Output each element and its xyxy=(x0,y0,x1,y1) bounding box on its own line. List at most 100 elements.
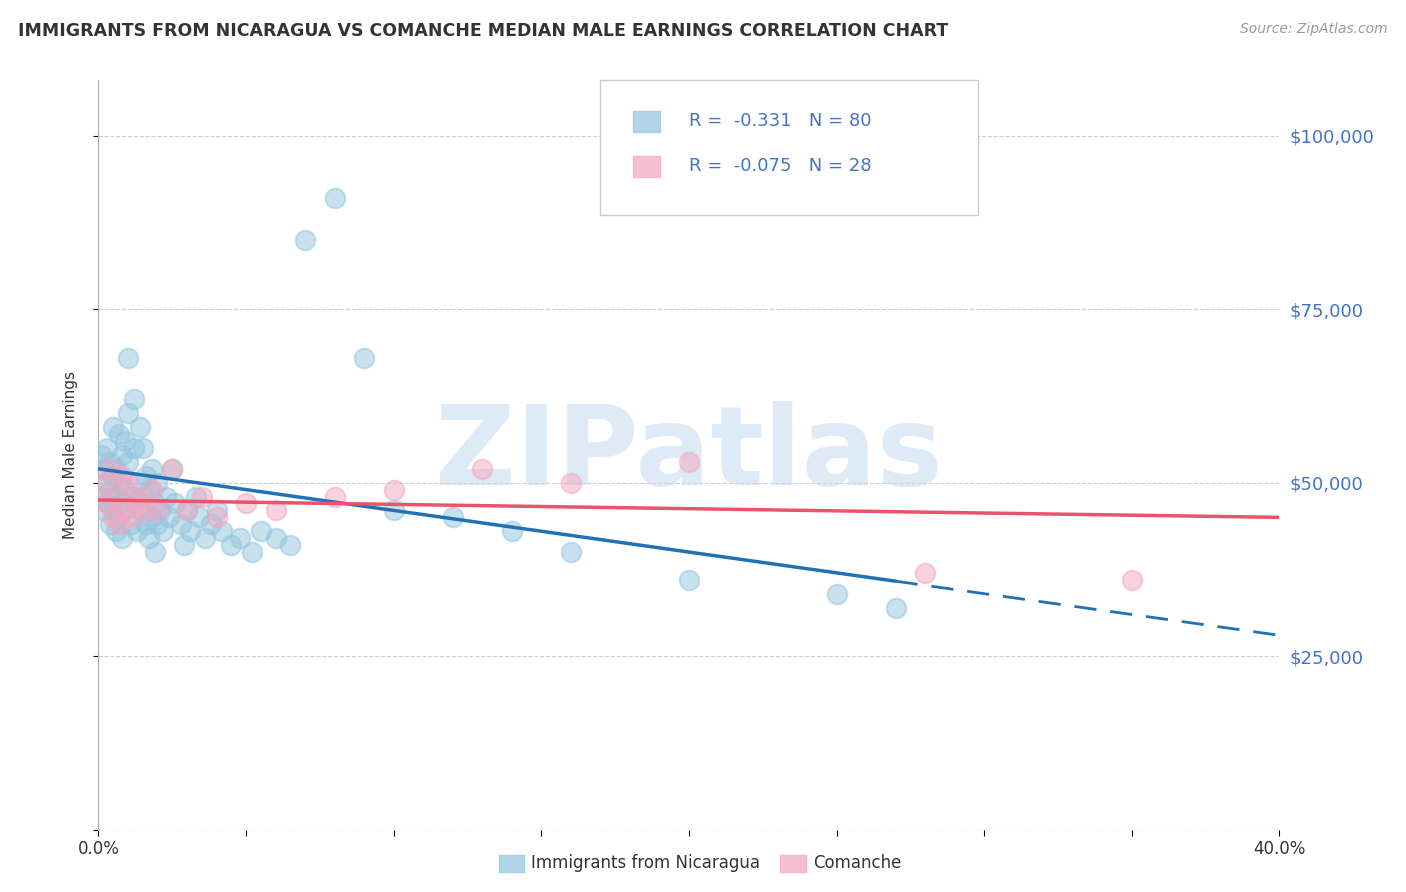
Point xyxy=(114,483,136,497)
Point xyxy=(96,496,118,510)
Point xyxy=(98,517,121,532)
Point xyxy=(111,531,134,545)
Point xyxy=(173,538,195,552)
Point xyxy=(93,503,115,517)
Point xyxy=(165,496,187,510)
Point xyxy=(90,490,112,504)
Point xyxy=(155,490,177,504)
Point xyxy=(120,490,142,504)
Point xyxy=(1121,573,1143,587)
Point xyxy=(103,510,125,524)
Point xyxy=(122,496,145,510)
Point xyxy=(323,191,346,205)
FancyBboxPatch shape xyxy=(634,156,659,177)
Point xyxy=(141,510,163,524)
Point xyxy=(382,503,405,517)
Point xyxy=(111,496,134,510)
Point xyxy=(162,462,183,476)
Point xyxy=(132,441,155,455)
Point xyxy=(143,545,166,559)
Text: ZIPatlas: ZIPatlas xyxy=(434,401,943,508)
Point xyxy=(250,524,273,539)
Point xyxy=(108,427,131,442)
Point xyxy=(117,475,139,490)
Point xyxy=(240,545,263,559)
Point xyxy=(93,475,115,490)
Point xyxy=(141,462,163,476)
Point xyxy=(125,524,148,539)
Point xyxy=(90,448,112,462)
Point xyxy=(187,510,209,524)
Point xyxy=(205,510,228,524)
Point xyxy=(382,483,405,497)
Point xyxy=(884,600,907,615)
Point xyxy=(96,496,118,510)
Point xyxy=(280,538,302,552)
Point xyxy=(132,490,155,504)
Point xyxy=(914,566,936,580)
Point xyxy=(211,524,233,539)
Point xyxy=(138,483,160,497)
Point xyxy=(135,503,157,517)
Point xyxy=(141,483,163,497)
Point xyxy=(294,233,316,247)
Point xyxy=(103,503,125,517)
Point xyxy=(184,490,207,504)
Point xyxy=(117,455,139,469)
FancyBboxPatch shape xyxy=(634,111,659,132)
Point xyxy=(98,462,121,476)
Point xyxy=(205,503,228,517)
Point xyxy=(122,441,145,455)
Point xyxy=(146,503,169,517)
Point xyxy=(157,510,180,524)
Point xyxy=(103,468,125,483)
FancyBboxPatch shape xyxy=(600,80,979,215)
Point xyxy=(323,490,346,504)
Point xyxy=(152,524,174,539)
Point xyxy=(105,524,128,539)
Text: Source: ZipAtlas.com: Source: ZipAtlas.com xyxy=(1240,22,1388,37)
Point xyxy=(96,441,118,455)
Point xyxy=(678,573,700,587)
Point xyxy=(93,462,115,476)
Point xyxy=(176,503,198,517)
Text: R =  -0.075   N = 28: R = -0.075 N = 28 xyxy=(689,158,872,176)
Point xyxy=(117,406,139,420)
Point xyxy=(111,468,134,483)
Point xyxy=(149,503,172,517)
Point xyxy=(96,475,118,490)
Point xyxy=(176,503,198,517)
Text: Comanche: Comanche xyxy=(813,855,901,872)
Point xyxy=(191,490,214,504)
Point xyxy=(128,420,150,434)
Point xyxy=(221,538,243,552)
Point xyxy=(105,490,128,504)
Point xyxy=(98,455,121,469)
Point xyxy=(143,496,166,510)
Point xyxy=(114,503,136,517)
Point xyxy=(122,490,145,504)
Point xyxy=(117,351,139,365)
Point xyxy=(114,434,136,448)
Point xyxy=(128,503,150,517)
Point xyxy=(264,531,287,545)
Point xyxy=(353,351,375,365)
Point xyxy=(111,448,134,462)
Point xyxy=(170,517,193,532)
Point xyxy=(108,510,131,524)
Point xyxy=(560,475,582,490)
Point xyxy=(441,510,464,524)
Point xyxy=(179,524,201,539)
Point xyxy=(98,483,121,497)
Point xyxy=(108,517,131,532)
Point xyxy=(135,517,157,532)
Point xyxy=(146,475,169,490)
Point xyxy=(264,503,287,517)
Point xyxy=(194,531,217,545)
Point xyxy=(120,517,142,532)
Text: Immigrants from Nicaragua: Immigrants from Nicaragua xyxy=(531,855,761,872)
Y-axis label: Median Male Earnings: Median Male Earnings xyxy=(63,371,77,539)
Point xyxy=(125,475,148,490)
Point xyxy=(825,587,848,601)
Text: IMMIGRANTS FROM NICARAGUA VS COMANCHE MEDIAN MALE EARNINGS CORRELATION CHART: IMMIGRANTS FROM NICARAGUA VS COMANCHE ME… xyxy=(18,22,949,40)
